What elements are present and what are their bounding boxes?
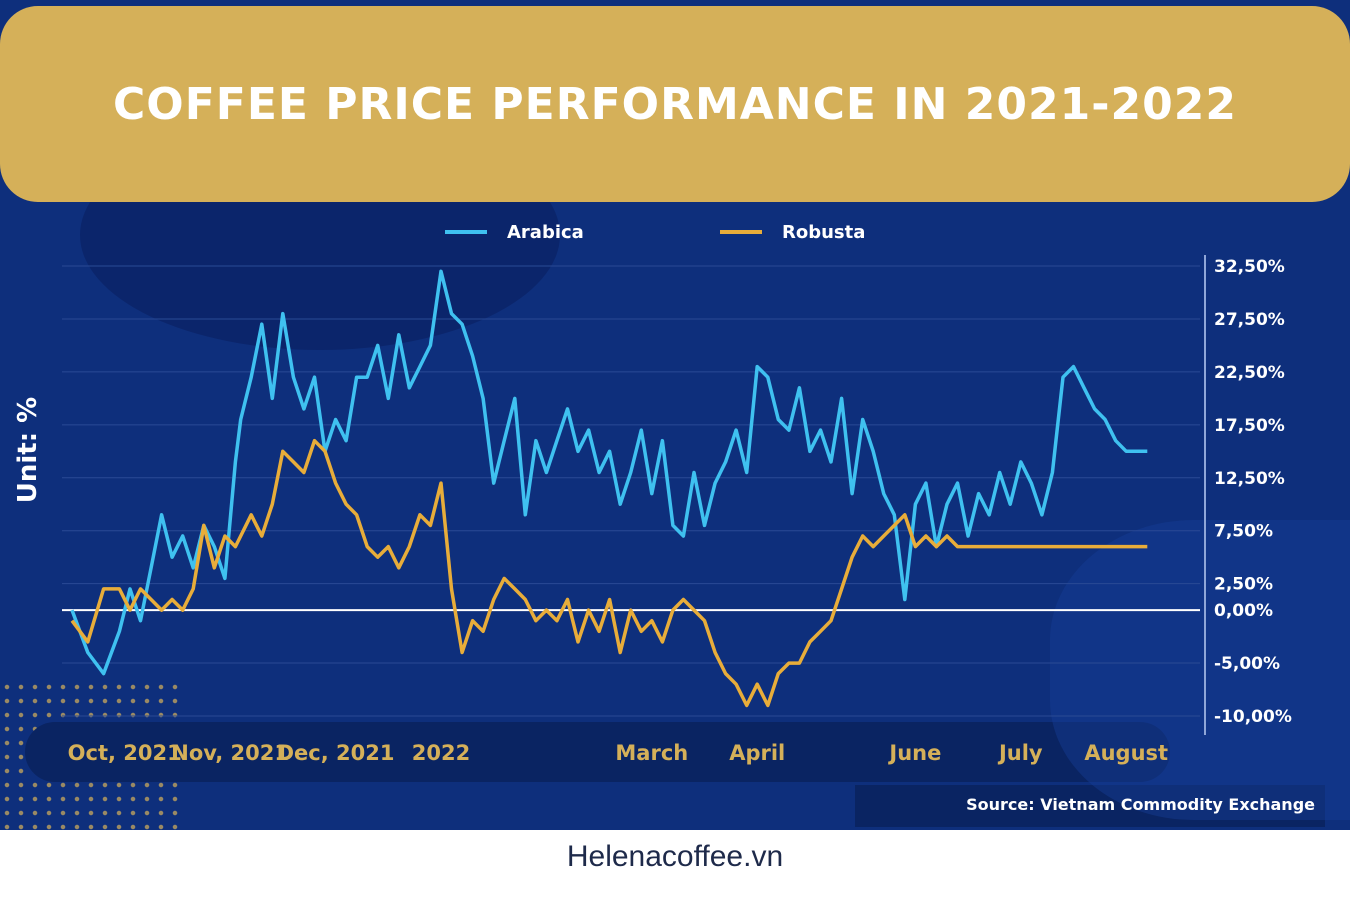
line-chart: 32,50% 27,50% 22,50% 17,50% 12,50% 7,50% 2,50%… — [62, 222, 1292, 765]
x-tick-label: Oct, 2021 — [68, 741, 182, 765]
y-tick-label: 0,00% — [1214, 601, 1273, 621]
y-tick-label: 27,50% — [1214, 310, 1285, 330]
x-axis-band — [25, 722, 1170, 782]
legend-label: Robusta — [782, 222, 865, 243]
title-banner: COFFEE PRICE PERFORMANCE IN 2021-2022 — [0, 6, 1350, 202]
y-tick-label: 17,50% — [1214, 416, 1285, 436]
source-note: Source: Vietnam Commodity Exchange — [966, 795, 1315, 814]
x-tick-label: 2022 — [412, 741, 470, 765]
x-tick-label: Nov, 2021 — [171, 741, 289, 765]
y-tick-label: 2,50% — [1214, 575, 1273, 595]
y-tick-label: 22,50% — [1214, 363, 1285, 383]
legend-label: Arabica — [507, 222, 584, 243]
x-tick-label: June — [887, 741, 941, 765]
x-tick-label: Dec, 2021 — [277, 741, 395, 765]
x-tick-label: July — [997, 741, 1043, 765]
series-line-robusta — [70, 438, 1148, 708]
chart-title: COFFEE PRICE PERFORMANCE IN 2021-2022 — [113, 78, 1237, 130]
y-tick-label: 12,50% — [1214, 469, 1285, 489]
footer-site: Helenacoffee.vn — [566, 840, 784, 873]
y-tick-label: -5,00% — [1214, 654, 1280, 674]
y-tick-label: 32,50% — [1214, 257, 1285, 277]
y-tick-label: 7,50% — [1214, 522, 1273, 542]
y-tick-label: -10,00% — [1214, 707, 1292, 727]
x-tick-label: August — [1084, 741, 1168, 765]
series-line-arabica — [70, 269, 1148, 676]
x-tick-label: April — [729, 741, 785, 765]
x-tick-label: March — [615, 741, 688, 765]
